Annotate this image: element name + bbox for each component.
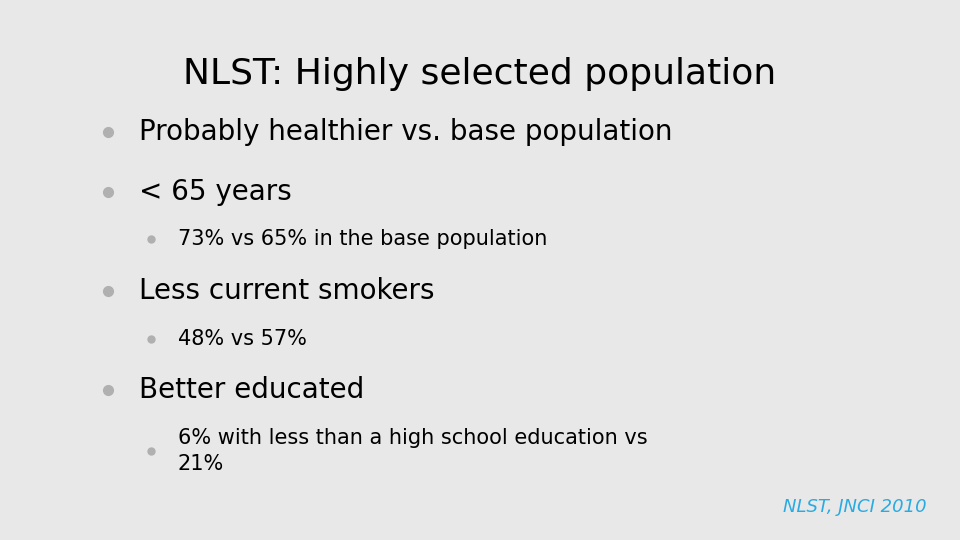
Text: 73% vs 65% in the base population: 73% vs 65% in the base population bbox=[178, 228, 547, 249]
Text: NLST, JNCI 2010: NLST, JNCI 2010 bbox=[782, 498, 926, 516]
Text: NLST: Highly selected population: NLST: Highly selected population bbox=[183, 57, 777, 91]
Text: Probably healthier vs. base population: Probably healthier vs. base population bbox=[139, 118, 673, 146]
Text: Better educated: Better educated bbox=[139, 376, 365, 404]
Text: Less current smokers: Less current smokers bbox=[139, 276, 435, 305]
Text: < 65 years: < 65 years bbox=[139, 178, 292, 206]
Text: 48% vs 57%: 48% vs 57% bbox=[178, 329, 306, 349]
Text: 6% with less than a high school education vs
21%: 6% with less than a high school educatio… bbox=[178, 428, 647, 474]
